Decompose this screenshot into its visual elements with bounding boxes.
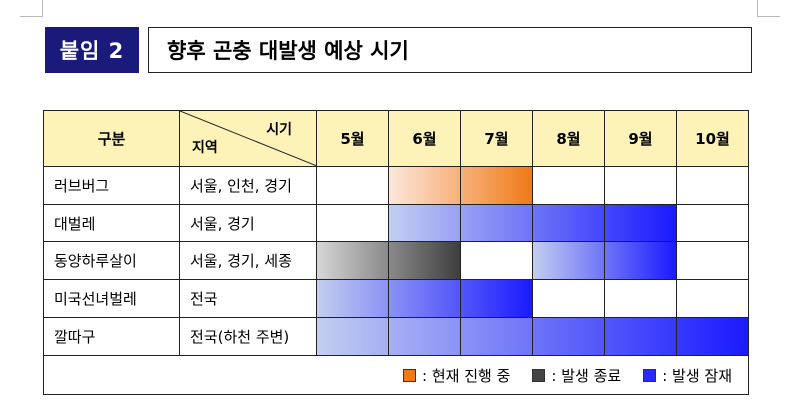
month-cell [460,241,533,280]
header-category: 구분 [43,110,180,167]
insect-name: 미국선녀벌레 [43,279,180,318]
month-header: 9월 [604,110,677,167]
schedule-bar-potential [389,318,460,355]
schedule-bar-potential [461,205,532,241]
schedule-bar-current [389,167,460,204]
month-cell [676,204,749,242]
legend-cell: : 현재 진행 중 : 발생 종료 : 발생 잠재 [43,355,749,395]
month-cell [388,279,461,318]
month-header: 7월 [460,110,533,167]
legend: : 현재 진행 중 : 발생 종료 : 발생 잠재 [403,365,732,386]
header-row: 구분 시기 지역 5월 6월 7월 8월 9월 10월 [43,110,749,167]
page-title: 향후 곤충 대발생 예상 시기 [148,27,752,73]
legend-label: : 발생 종료 [551,366,622,385]
month-cell [532,279,605,318]
schedule-bar-current [461,167,532,204]
month-cell [676,279,749,318]
month-cell [316,166,389,205]
schedule-bar-potential [317,318,388,355]
schedule-bar-potential [677,318,748,355]
insect-name: 동양하루살이 [43,241,180,280]
month-cell [388,204,461,242]
month-cell [460,317,533,356]
month-cell [316,317,389,356]
region: 서울, 경기 [179,204,317,242]
schedule-bar-potential [389,280,460,317]
legend-item-ended: : 발생 종료 [532,365,621,386]
month-cell [460,166,533,205]
insect-name: 대벌레 [43,204,180,242]
table-row: 러브버그 서울, 인천, 경기 [43,166,749,205]
diagonal-line [180,111,317,166]
insect-name: 깔따구 [43,317,180,356]
month-header: 5월 [316,110,389,167]
region: 전국 [179,279,317,318]
legend-swatch-potential [643,368,657,382]
schedule-bar-potential [533,318,604,355]
schedule-bar-potential [461,318,532,355]
month-cell [316,279,389,318]
schedule-table: 구분 시기 지역 5월 6월 7월 8월 9월 10월 러브버그 서울, 인천,… [43,110,749,395]
region: 전국(하천 주변) [179,317,317,356]
schedule-bar-potential [389,205,460,241]
month-cell [460,204,533,242]
month-cell [316,241,389,280]
legend-item-potential: : 발생 잠재 [643,365,732,386]
month-cell [532,166,605,205]
attachment-badge: 붙임 2 [45,27,139,73]
table-row: 대벌레 서울, 경기 [43,204,749,242]
month-header: 10월 [676,110,749,167]
month-cell [460,279,533,318]
schedule-bar-ended [317,242,388,279]
schedule-bar-potential [605,242,676,279]
month-cell [604,241,677,280]
schedule-bar-potential [461,280,532,317]
month-cell [676,317,749,356]
month-cell [604,317,677,356]
schedule-bar-potential [605,318,676,355]
header-period-label: 시기 [266,122,292,138]
month-header: 6월 [388,110,461,167]
month-cell [604,166,677,205]
month-cell [532,241,605,280]
header-region-label: 지역 [192,140,218,156]
month-cell [388,166,461,205]
month-cell [388,317,461,356]
legend-swatch-ended [532,368,546,382]
legend-item-current: : 현재 진행 중 [403,365,510,386]
page-corner-mark-left [20,0,43,17]
month-cell [532,204,605,242]
month-cell [676,241,749,280]
legend-label: : 발생 잠재 [662,366,732,385]
table-row: 깔따구 전국(하천 주변) [43,317,749,356]
month-cell [316,204,389,242]
legend-row: : 현재 진행 중 : 발생 종료 : 발생 잠재 [43,355,749,395]
schedule-bar-potential [317,280,388,317]
table-row: 미국선녀벌레 전국 [43,279,749,318]
header-diagonal-cell: 시기 지역 [179,110,317,167]
legend-swatch-current [403,368,417,382]
schedule-bar-ended [389,242,460,279]
legend-label: : 현재 진행 중 [422,366,511,385]
month-cell [532,317,605,356]
month-header: 8월 [532,110,605,167]
month-cell [388,241,461,280]
region: 서울, 인천, 경기 [179,166,317,205]
table-row: 동양하루살이 서울, 경기, 세종 [43,241,749,280]
schedule-bar-potential [605,205,676,241]
page-corner-mark-right [757,0,780,17]
schedule-bar-potential [533,205,604,241]
schedule-bar-potential [533,242,604,279]
region: 서울, 경기, 세종 [179,241,317,280]
month-cell [676,166,749,205]
insect-name: 러브버그 [43,166,180,205]
month-cell [604,204,677,242]
month-cell [604,279,677,318]
